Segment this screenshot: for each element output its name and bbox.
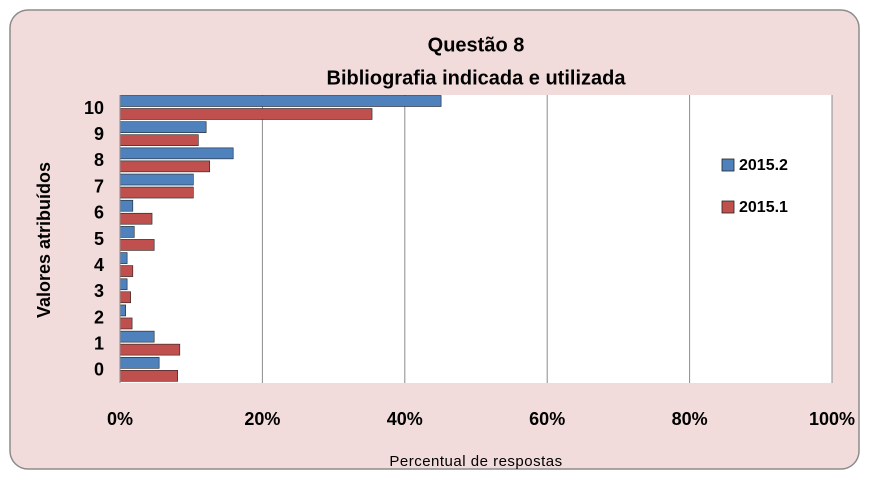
y-axis-label: Valores atribuídos (34, 162, 54, 318)
bar (119, 121, 207, 133)
bar (119, 226, 135, 238)
bar (119, 357, 160, 369)
bar (119, 147, 234, 160)
legend-swatch (721, 158, 735, 172)
bar (119, 134, 199, 146)
y-tick-label: 7 (94, 176, 104, 196)
bar (119, 160, 211, 173)
chart-subtitle: Bibliografia indicada e utilizada (327, 67, 627, 89)
bar (119, 343, 181, 356)
y-tick-label: 8 (94, 150, 104, 170)
y-tick-label: 0 (94, 360, 104, 380)
bar (119, 317, 133, 330)
y-tick-label: 5 (94, 229, 104, 249)
bar (119, 186, 194, 199)
y-tick-label: 9 (94, 124, 104, 144)
bar (119, 304, 126, 317)
y-tick-label: 10 (84, 98, 104, 118)
bar (119, 265, 134, 277)
bar (119, 252, 128, 264)
legend-swatch (721, 200, 735, 214)
legend-label: 2015.2 (739, 157, 788, 174)
x-tick-label: 80% (672, 409, 708, 429)
y-tick-label: 6 (94, 203, 104, 223)
x-axis-label: Percentual de respostas (389, 453, 562, 470)
y-tick-label: 4 (94, 255, 104, 275)
bar (119, 330, 155, 343)
x-tick-label: 60% (529, 409, 565, 429)
plot-area (120, 95, 832, 383)
bar (119, 108, 373, 120)
chart-title: Questão 8 (428, 34, 525, 56)
bar (119, 212, 153, 225)
y-tick-label: 2 (94, 307, 104, 327)
bar (119, 370, 178, 382)
bar (119, 239, 155, 251)
bar (119, 199, 134, 212)
x-tick-label: 40% (387, 409, 423, 429)
y-tick-label: 3 (94, 281, 104, 301)
x-tick-label: 0% (107, 409, 133, 429)
bar (119, 173, 194, 186)
y-tick-label: 1 (94, 333, 104, 353)
bar (119, 278, 128, 291)
legend-label: 2015.1 (739, 199, 788, 216)
bar (119, 95, 442, 107)
bar (119, 291, 131, 304)
x-tick-label: 20% (244, 409, 280, 429)
x-tick-label: 100% (809, 409, 855, 429)
